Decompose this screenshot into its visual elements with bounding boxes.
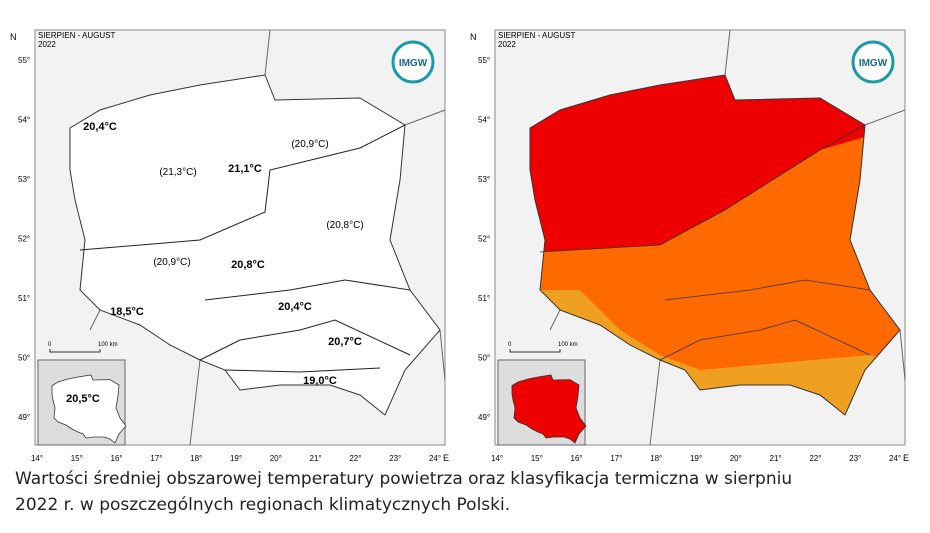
region-boundary [539,124,871,361]
lon-label: 14° [491,454,503,463]
scale-label: 0 [508,342,512,348]
lon-label: 21° [770,454,782,463]
map-year: 2022 [498,40,516,49]
lon-label: 15° [531,454,543,463]
lon-label: 23° [849,454,861,463]
lon-label: 19° [230,454,242,463]
region-temperature: 18,5°C [110,306,144,318]
lon-label: 22° [349,454,361,463]
north-label: N [10,32,17,42]
scale-label: 0 [48,342,52,348]
lon-label: 16° [111,454,123,463]
north-label: N [470,32,477,42]
region-temperature: (20,9°C) [153,257,190,268]
caption-line: Wartości średniej obszarowej temperatury… [15,469,793,489]
lat-label: 53° [18,175,30,184]
lon-label: 17° [610,454,622,463]
lon-label: 17° [150,454,162,463]
lat-label: 50° [478,354,490,363]
lat-label: 55° [478,56,490,65]
region-temperature: (20,8°C) [326,220,363,231]
lat-label: 51° [478,294,490,303]
region-temperature: (21,3°C) [159,167,196,178]
lon-label: 15° [71,454,83,463]
lat-label: 52° [18,235,30,244]
east-label: E [443,453,449,463]
lat-label: 49° [18,413,30,422]
region-temperature: 19,0°C [303,375,337,387]
lon-label: 18° [650,454,662,463]
scale-label: 100 km [98,342,118,348]
scale-bar [49,349,101,353]
scale-bar [509,349,561,353]
east-label: E [903,453,909,463]
lon-label: 20° [270,454,282,463]
lon-label: 20° [730,454,742,463]
region-temperature: 20,4°C [83,121,117,133]
lat-label: 53° [478,175,490,184]
caption-line: 2022 r. w poszczególnych regionach klima… [15,495,511,515]
lon-label: 24° [889,454,901,463]
region-boundary [79,124,411,373]
region-temperature: 20,8°C [231,259,265,271]
region-temperature: (20,9°C) [291,139,328,150]
lat-label: 52° [478,235,490,244]
region-temperature: 20,5°C [66,393,100,405]
region-temperature: 20,4°C [278,301,312,313]
logo [391,40,435,84]
region-temperature: 20,7°C [328,336,362,348]
map-header: SIERPIEN - AUGUST [498,31,575,40]
lat-label: 51° [18,294,30,303]
map-header: SIERPIEN - AUGUST [38,31,115,40]
lat-label: 55° [18,56,30,65]
lon-label: 23° [389,454,401,463]
maps: N SIERPIEN - AUGUST2022IMGW55°54°53°52°51… [10,29,909,463]
lon-label: 14° [31,454,43,463]
border [89,29,446,446]
map-year: 2022 [38,40,56,49]
lat-label: 54° [478,116,490,125]
lon-label: 24° [429,454,441,463]
scale-label: 100 km [558,342,578,348]
lon-label: 21° [310,454,322,463]
inset-poland [51,374,127,444]
lon-label: 22° [809,454,821,463]
logo-text: IMGW [399,58,428,69]
logo-text: IMGW [859,58,888,69]
logo [851,40,895,84]
lon-label: 18° [190,454,202,463]
inset-poland [511,374,587,444]
lat-label: 49° [478,413,490,422]
poland [69,74,441,416]
lon-label: 16° [571,454,583,463]
lat-label: 50° [18,354,30,363]
border [549,29,906,446]
poland [529,74,901,416]
region-temperature: 21,1°C [228,163,262,175]
lon-label: 19° [690,454,702,463]
lat-label: 54° [18,116,30,125]
